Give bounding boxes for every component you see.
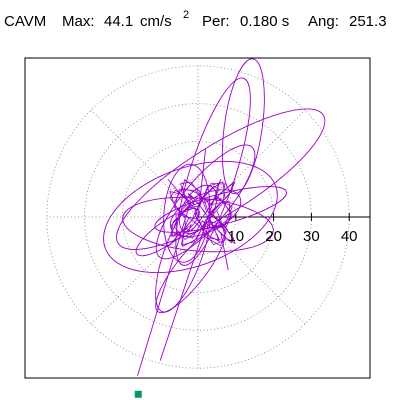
- x-tick-label: 30: [303, 228, 320, 245]
- grid-spoke: [197, 109, 306, 218]
- tick-labels: 10 20 30 40: [227, 228, 357, 245]
- orbit-loop: [103, 160, 278, 274]
- max-label: Max:: [62, 13, 95, 30]
- angle-label: Ang:: [308, 13, 339, 30]
- orbit-loop: [163, 163, 211, 263]
- max-value: 44.1: [104, 13, 134, 30]
- orbit-loop: [116, 108, 326, 250]
- orbit-stroke: [220, 232, 229, 271]
- grid-spoke: [197, 216, 306, 325]
- max-unit: cm/s: [140, 13, 172, 30]
- orbit-loop: [155, 144, 256, 260]
- x-tick-label: 10: [227, 228, 244, 245]
- acceleration-orbit: [103, 58, 326, 376]
- positive-x-axis: [198, 213, 370, 221]
- start-marker-group: [134, 390, 142, 398]
- plot-frame: [24, 57, 371, 379]
- orbit-stroke: [197, 148, 207, 218]
- x-tick-label: 20: [265, 228, 282, 245]
- orbit-stroke: [159, 179, 222, 361]
- orbit-loop: [169, 189, 242, 238]
- period-label: Per:: [202, 13, 230, 30]
- orbit-loop: [178, 184, 218, 235]
- component-name: CAVM: [4, 13, 47, 30]
- period-value: 0.180 s: [240, 13, 290, 30]
- orbit-loop: [221, 58, 265, 195]
- angle-value: 251.3: [349, 13, 387, 30]
- grid-spoke: [90, 109, 199, 218]
- x-tick-label: 40: [341, 228, 358, 245]
- orbit-loop: [175, 77, 251, 266]
- orbit-core: [167, 178, 236, 248]
- start-marker: [134, 390, 142, 398]
- max-unit-exponent: 2: [183, 9, 190, 21]
